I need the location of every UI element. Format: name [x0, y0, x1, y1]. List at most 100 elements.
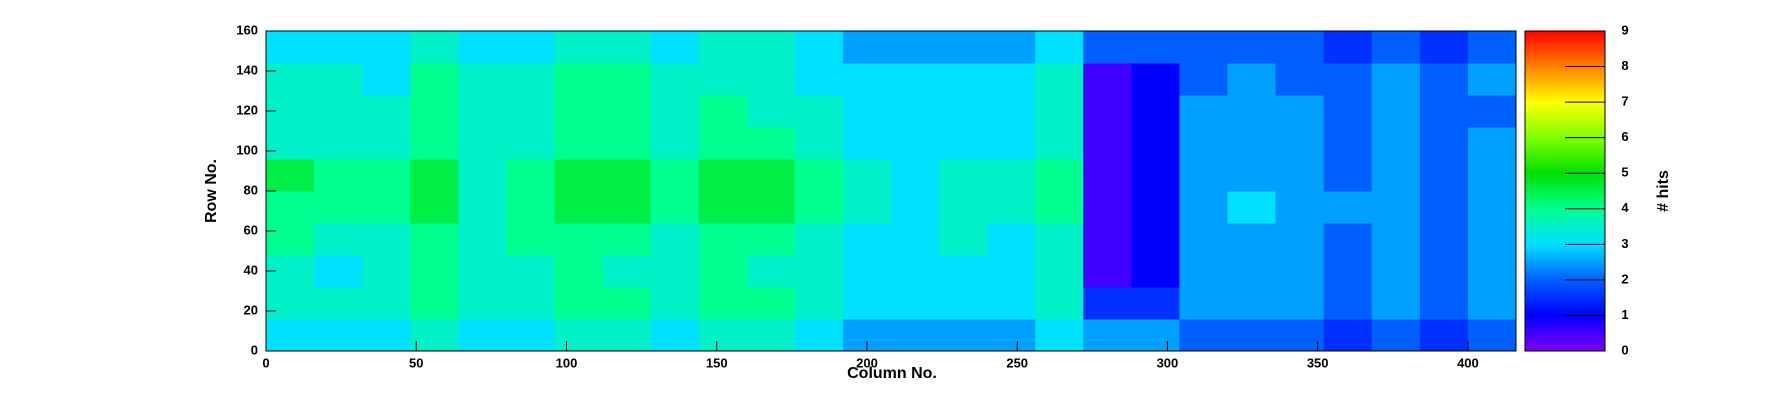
heatmap-cell	[650, 95, 700, 128]
heatmap-cell	[266, 319, 315, 352]
heatmap-cell	[650, 31, 700, 64]
heatmap-cell	[1275, 191, 1325, 224]
heatmap-cell	[1323, 287, 1373, 320]
heatmap-cell	[794, 95, 844, 128]
heatmap-cell	[1323, 159, 1373, 192]
heatmap-cell	[1275, 95, 1325, 128]
heatmap-cell	[266, 31, 315, 64]
heatmap-cell	[1179, 95, 1229, 128]
heatmap-cell	[1467, 31, 1517, 64]
heatmap-cell	[891, 127, 940, 160]
heatmap-cell	[1275, 63, 1325, 96]
heatmap-cell	[794, 191, 844, 224]
heatmap-cell	[1419, 159, 1469, 192]
heatmap-cell	[1419, 287, 1469, 320]
heatmap-cell	[1371, 159, 1421, 192]
heatmap-cell	[1323, 95, 1373, 128]
z-tick-label: 5	[1621, 165, 1628, 180]
heatmap-cell	[794, 31, 844, 64]
heatmap-cell	[1371, 287, 1421, 320]
z-tick-label: 7	[1621, 94, 1628, 109]
heatmap-cell	[891, 255, 940, 288]
heatmap-cell	[987, 191, 1036, 224]
heatmap-cell	[1323, 191, 1373, 224]
heatmap-cell	[891, 63, 940, 96]
heatmap-cell	[939, 31, 988, 64]
heatmap-cell	[1467, 191, 1517, 224]
heatmap-cell	[794, 159, 844, 192]
heatmap-cell	[698, 255, 748, 288]
heatmap-cell	[458, 255, 507, 288]
heatmap-cell	[1227, 319, 1277, 352]
heatmap-cell	[1323, 255, 1373, 288]
heatmap-cell	[842, 159, 892, 192]
heatmap-cell	[746, 287, 796, 320]
heatmap-cell	[891, 159, 940, 192]
heatmap-cell	[1035, 191, 1084, 224]
heatmap-cell	[506, 95, 555, 128]
heatmap-cell	[1131, 319, 1180, 352]
heatmap-cell	[1083, 127, 1132, 160]
heatmap-cell	[1035, 255, 1084, 288]
heatmap-cell	[1419, 191, 1469, 224]
heatmap-cell	[602, 31, 652, 64]
heatmap-cell	[266, 287, 315, 320]
heatmap-cell	[794, 255, 844, 288]
heatmap-cell	[891, 223, 940, 256]
heatmap-cell	[1419, 127, 1469, 160]
heatmap-cell	[891, 95, 940, 128]
heatmap-cell	[698, 95, 748, 128]
heatmap-cell	[842, 223, 892, 256]
heatmap-cell	[458, 319, 507, 352]
heatmap-cell	[1179, 319, 1229, 352]
heatmap-cell	[1035, 319, 1084, 352]
heatmap-cell	[314, 287, 363, 320]
heatmap-cell	[1083, 223, 1132, 256]
heatmap-cell	[1131, 287, 1180, 320]
heatmap-cell	[506, 223, 555, 256]
heatmap-cell	[458, 127, 507, 160]
heatmap-cell	[987, 159, 1036, 192]
heatmap-cell	[1131, 63, 1180, 96]
heatmap-cell	[891, 287, 940, 320]
heatmap-cell	[1083, 319, 1132, 352]
heatmap-cell	[602, 223, 652, 256]
heatmap-cell	[794, 63, 844, 96]
heatmap-cell	[1467, 255, 1517, 288]
heatmap-cell	[602, 159, 652, 192]
z-axis-title: # hits	[1655, 170, 1672, 212]
heatmap-cell	[410, 191, 459, 224]
heatmap-cell	[987, 127, 1036, 160]
heatmap-cell	[650, 127, 700, 160]
heatmap-cell	[842, 31, 892, 64]
heatmap-cell	[1371, 191, 1421, 224]
heatmap-cell	[602, 255, 652, 288]
y-tick-label: 0	[251, 342, 258, 357]
heatmap-cell	[1371, 127, 1421, 160]
heatmap-cell	[554, 223, 604, 256]
y-tick-label: 40	[244, 262, 258, 277]
heatmap-cell	[266, 127, 315, 160]
heatmap-cell	[891, 191, 940, 224]
heatmap-cell	[1275, 127, 1325, 160]
x-tick-label: 200	[856, 355, 878, 370]
heatmap-cell	[1275, 255, 1325, 288]
heatmap-cell	[1131, 127, 1180, 160]
y-axis-title: Row No.	[203, 159, 220, 223]
heatmap-cell	[1083, 95, 1132, 128]
heatmap-cell	[1083, 159, 1132, 192]
heatmap-cell	[410, 223, 459, 256]
heatmap-cell	[698, 63, 748, 96]
heatmap-cell	[458, 223, 507, 256]
y-tick-label: 140	[236, 62, 258, 77]
heatmap-cell	[410, 255, 459, 288]
heatmap-cell	[554, 319, 604, 352]
heatmap-cell	[939, 191, 988, 224]
heatmap-cell	[410, 287, 459, 320]
heatmap-cell	[1419, 223, 1469, 256]
heatmap-cell	[698, 127, 748, 160]
z-tick-label: 3	[1621, 236, 1628, 251]
y-tick-label: 80	[244, 182, 258, 197]
heatmap-cell	[1275, 159, 1325, 192]
z-tick-label: 6	[1621, 129, 1628, 144]
